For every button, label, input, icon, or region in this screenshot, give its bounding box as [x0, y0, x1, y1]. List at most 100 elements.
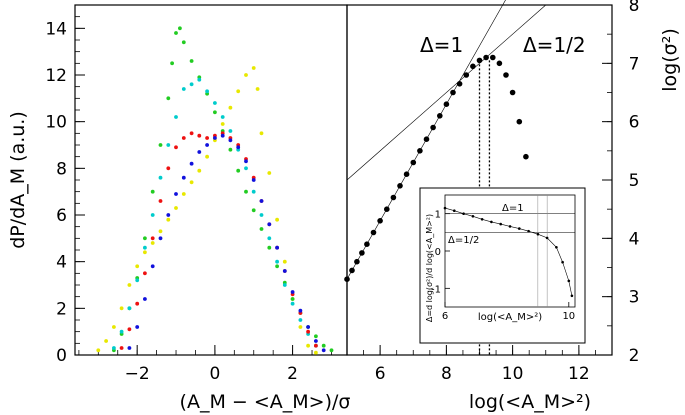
left-point-blue — [205, 143, 210, 147]
left-point-blue — [306, 325, 310, 329]
left-y-tick-label: 2 — [56, 299, 67, 319]
inset-point — [518, 227, 521, 230]
left-point-blue — [267, 222, 272, 227]
right-y-tick-label: 5 — [629, 171, 640, 191]
left-point-blue — [275, 245, 279, 250]
inset-x-axis-label: log(<A_M>²) — [478, 312, 542, 323]
left-point-blue — [220, 133, 225, 138]
left-point-blue — [150, 264, 155, 269]
right-point — [490, 54, 496, 61]
inset-point — [453, 209, 456, 212]
inset-curve — [444, 207, 573, 296]
left-point-cyan — [166, 143, 171, 147]
inset-x-tick-label: 6 — [442, 311, 448, 322]
left-y-tick-label: 10 — [45, 113, 67, 133]
left-point-green — [181, 40, 186, 45]
left-point-yellow — [150, 241, 155, 245]
right-y-tick-label: 7 — [629, 54, 640, 74]
left-point-cyan — [275, 259, 279, 264]
right-point — [470, 63, 476, 70]
right-point — [354, 258, 360, 265]
right-point — [364, 241, 370, 247]
left-point-green — [251, 208, 256, 213]
left-point-yellow — [197, 168, 202, 173]
left-point-blue — [290, 290, 295, 294]
right-y-tick-label: 8 — [629, 0, 640, 16]
left-point-yellow — [127, 283, 132, 287]
left-point-yellow — [306, 343, 310, 348]
left-point-red — [181, 136, 186, 140]
left-point-green — [259, 227, 264, 231]
right-point — [443, 101, 450, 107]
left-y-tick-label: 12 — [45, 66, 67, 86]
left-x-tick-label: −2 — [125, 364, 150, 384]
right-y-axis-label: log(σ²) — [659, 28, 681, 91]
left-point-cyan — [197, 77, 202, 82]
left-point-blue — [174, 192, 178, 196]
right-point — [349, 267, 355, 274]
left-point-yellow — [104, 339, 108, 343]
left-point-green — [166, 96, 171, 101]
right-y-tick-label: 4 — [629, 229, 640, 249]
left-point-blue — [282, 269, 287, 273]
right-point — [370, 229, 377, 236]
left-point-yellow — [189, 180, 194, 185]
left-point-cyan — [189, 82, 194, 87]
left-point-yellow — [119, 306, 124, 311]
left-point-cyan — [213, 101, 217, 105]
inset-point — [508, 225, 512, 228]
inset-y-tick-label: 1 — [435, 210, 441, 221]
left-data-points — [96, 26, 334, 355]
left-point-green — [170, 61, 175, 66]
right-point — [344, 276, 350, 283]
right-point — [483, 54, 489, 61]
annotation-delta-1: Δ=1 — [420, 33, 463, 57]
right-x-tick-label: 10 — [502, 364, 524, 384]
right-point — [450, 89, 456, 96]
left-point-green — [267, 245, 272, 250]
left-point-yellow — [298, 325, 303, 329]
inset-annotation-delta-half: Δ=1/2 — [448, 235, 479, 246]
inset-axis-ticks: -1 0 1 6 10 — [431, 210, 575, 322]
left-point-blue — [197, 150, 202, 154]
left-point-red — [197, 133, 202, 138]
left-point-yellow — [259, 131, 264, 136]
left-point-green — [178, 26, 182, 31]
left-x-tick-label: 2 — [287, 364, 298, 384]
left-point-cyan — [143, 245, 147, 250]
right-x-tick-label: 8 — [441, 364, 452, 384]
left-point-green — [189, 59, 194, 63]
left-point-cyan — [158, 175, 163, 180]
inset-point — [462, 212, 465, 215]
right-point — [523, 153, 529, 160]
left-point-blue — [166, 213, 171, 217]
right-y-tick-label: 3 — [629, 288, 640, 308]
left-point-cyan — [119, 329, 124, 334]
right-point — [384, 206, 390, 212]
left-point-blue — [189, 161, 194, 166]
right-point — [417, 148, 423, 154]
right-y-tick-label: 2 — [629, 346, 640, 366]
right-point — [410, 159, 417, 166]
inset-y-tick-label: 0 — [435, 247, 441, 258]
left-point-green — [150, 189, 155, 194]
left-y-tick-label: 0 — [56, 346, 67, 366]
inset-annotation-delta-1: Δ=1 — [502, 203, 524, 214]
inset-data-points — [443, 206, 574, 298]
left-point-yellow — [251, 66, 256, 70]
left-y-tick-label: 4 — [56, 253, 67, 273]
right-point — [377, 218, 383, 224]
left-point-red — [166, 166, 171, 171]
right-x-axis-label: log(<A_M>²) — [469, 391, 591, 413]
left-point-cyan — [205, 89, 210, 94]
left-point-cyan — [251, 189, 256, 194]
left-point-cyan — [220, 115, 225, 119]
left-point-green — [174, 31, 178, 35]
inset-point — [527, 229, 530, 233]
left-point-cyan — [112, 346, 116, 350]
right-point — [390, 194, 397, 201]
left-point-red — [135, 301, 140, 306]
left-point-red — [306, 329, 310, 334]
